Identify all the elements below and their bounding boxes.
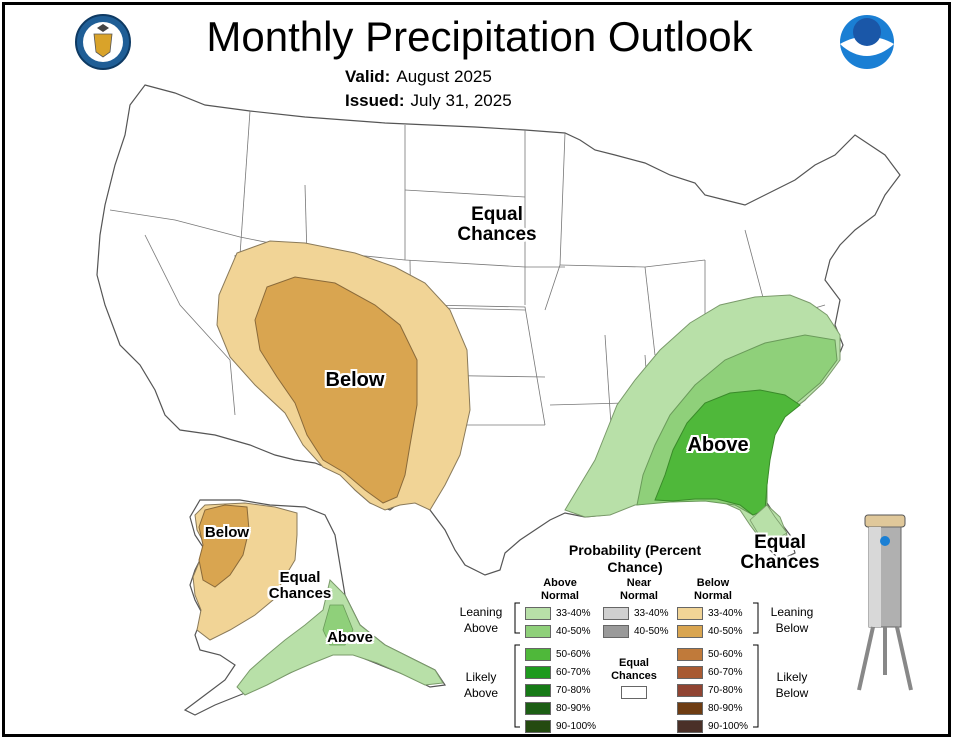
legend-above-bin-swatch: [525, 607, 551, 620]
legend-below-bin-swatch: [677, 648, 703, 661]
legend-leaning-above: Leaning Above: [459, 605, 503, 635]
legend-col-near: Near Normal: [620, 577, 658, 602]
valid-line: Valid: August 2025: [345, 67, 492, 87]
legend-below-bin-swatch: [677, 625, 703, 638]
valid-label: Valid:: [345, 67, 391, 86]
legend-likely-above: Likely Above: [463, 670, 499, 700]
legend-near-bin-label: 33-40%: [634, 608, 669, 619]
legend-below-bin-label: 40-50%: [708, 626, 743, 637]
page-title: Monthly Precipitation Outlook: [206, 13, 753, 60]
valid-value: August 2025: [396, 67, 492, 86]
legend-below-bin-label: 90-100%: [708, 721, 749, 732]
conus-below-label: Below: [325, 369, 385, 391]
legend-above-bin-label: 33-40%: [556, 608, 591, 619]
legend-above-bin-swatch: [525, 684, 551, 697]
legend-above-bin-label: 40-50%: [556, 626, 591, 637]
legend-above-bin-label: 80-90%: [556, 703, 591, 714]
legend-above-bin-swatch: [525, 702, 551, 715]
legend-near-bin-label: 40-50%: [634, 626, 669, 637]
legend-above-bin-swatch: [525, 648, 551, 661]
legend-near-bin-swatch: [603, 607, 629, 620]
below-40-region: [254, 276, 418, 504]
rain-gauge-icon: [857, 514, 913, 691]
legend-above-bin-swatch: [525, 625, 551, 638]
legend-below-bin-swatch: [677, 684, 703, 697]
legend-below-bin-label: 33-40%: [708, 608, 743, 619]
legend-near-bin-swatch: [603, 625, 629, 638]
legend-below-bin-swatch: [677, 666, 703, 679]
legend-below-bin-label: 70-80%: [708, 685, 743, 696]
alaska-below-label: Below: [204, 524, 250, 541]
legend-likely-below: Likely Below: [775, 670, 809, 700]
conus-above-label: Above: [687, 434, 749, 456]
legend-above-bin-label: 50-60%: [556, 649, 591, 660]
legend-below-bin-label: 50-60%: [708, 649, 743, 660]
legend-equal-chances-swatch: [621, 686, 647, 699]
noaa-logo: [840, 15, 894, 69]
above-50-region: [654, 389, 801, 516]
issued-value: July 31, 2025: [410, 91, 512, 110]
conus-equal-chances-label: Equal Chances: [457, 204, 537, 245]
seal-logo: [75, 14, 131, 70]
issued-label: Issued:: [345, 91, 405, 110]
legend-below-bin-label: 80-90%: [708, 703, 743, 714]
florida-equal-chances-label: Equal Chances: [740, 532, 820, 573]
legend-above-bin-label: 60-70%: [556, 667, 591, 678]
precipitation-map: [75, 14, 913, 728]
legend-col-above: Above Normal: [541, 577, 579, 602]
alaska-below-40: [198, 504, 250, 588]
issued-line: Issued: July 31, 2025: [345, 91, 512, 111]
legend-title: Probability (Percent Chance): [568, 542, 702, 575]
legend-above-bin-swatch: [525, 666, 551, 679]
legend-below-bin-swatch: [677, 720, 703, 733]
legend-below-bin-swatch: [677, 607, 703, 620]
legend-below-bin-swatch: [677, 702, 703, 715]
alaska-equal-chances-label: Equal Chances: [268, 569, 332, 602]
legend-leaning-below: Leaning Below: [770, 605, 814, 635]
legend-above-bin-label: 90-100%: [556, 721, 597, 732]
alaska-above-40: [322, 604, 354, 646]
legend-below-bin-label: 60-70%: [708, 667, 743, 678]
florida-leaning-region: [749, 504, 788, 546]
alaska-above-label: Above: [327, 629, 373, 646]
legend-equal-chances: Equal Chances: [611, 657, 657, 682]
legend-above-bin-swatch: [525, 720, 551, 733]
legend-col-below: Below Normal: [694, 577, 732, 602]
legend-above-bin-label: 70-80%: [556, 685, 591, 696]
legend-braces: [514, 602, 759, 728]
